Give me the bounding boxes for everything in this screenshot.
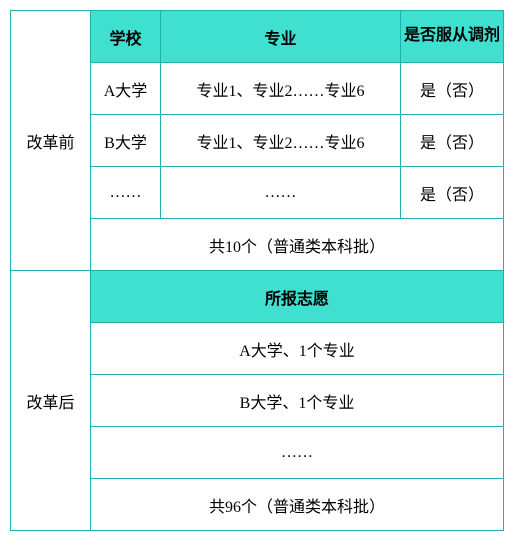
after-row-0-text: A大学、1个专业 (91, 323, 504, 375)
after-summary: 共96个（普通类本科批） (91, 479, 504, 531)
before-header-school: 学校 (91, 11, 161, 63)
before-row-0-major: 专业1、专业2……专业6 (161, 63, 401, 115)
before-row-2-major: …… (161, 167, 401, 219)
before-row-0-school: A大学 (91, 63, 161, 115)
before-row-1-school: B大学 (91, 115, 161, 167)
after-header: 所报志愿 (91, 271, 504, 323)
before-header-major: 专业 (161, 11, 401, 63)
before-header-row: 改革前 学校 专业 是否服从调剂 (11, 11, 504, 63)
after-side-label: 改革后 (11, 271, 91, 531)
before-row-2-school: …… (91, 167, 161, 219)
before-row-1-major: 专业1、专业2……专业6 (161, 115, 401, 167)
before-row-2-adjust: 是（否） (401, 167, 504, 219)
after-row-1-text: B大学、1个专业 (91, 375, 504, 427)
before-header-adjust: 是否服从调剂 (401, 11, 504, 63)
before-header-adjust-text: 是否服从调剂 (401, 26, 503, 47)
after-header-row: 改革后 所报志愿 (11, 271, 504, 323)
before-summary: 共10个（普通类本科批） (91, 219, 504, 271)
before-side-label: 改革前 (11, 11, 91, 271)
after-row-2-text: …… (91, 427, 504, 479)
before-row-1-adjust: 是（否） (401, 115, 504, 167)
before-row-0-adjust: 是（否） (401, 63, 504, 115)
reform-comparison-table: 改革前 学校 专业 是否服从调剂 A大学 专业1、专业2……专业6 是（否） B… (10, 10, 504, 531)
